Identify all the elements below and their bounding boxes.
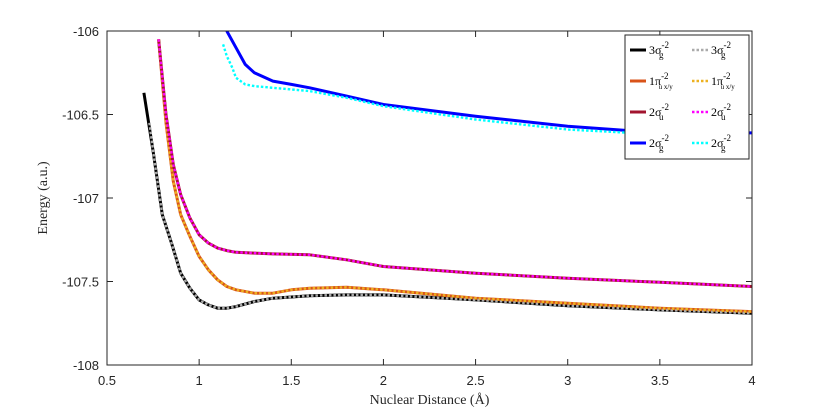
- x-axis-label: Nuclear Distance (Å): [370, 392, 490, 408]
- legend: 3σ-2 g 1π-2 u x/y 2σ-2 u 2σ-2 g 3σ-2 g 1π-2 u x/y 2σ…: [624, 34, 750, 160]
- legend-entry: 3σ-2 g: [711, 40, 731, 60]
- legend-entry: 1π-2 u x/y: [649, 71, 673, 91]
- x-tick-label: 4: [748, 373, 755, 388]
- y-tick-label: -106: [73, 24, 99, 39]
- x-tick-label: 2: [380, 373, 387, 388]
- y-tick-label: -108: [73, 358, 99, 373]
- series-layer: [142, 31, 752, 315]
- legend-entry: 2σ-2 u: [711, 102, 731, 122]
- series-line-4: [148, 122, 752, 315]
- legend-entry: 2σ-2 g: [649, 133, 669, 153]
- y-axis-ticks: -108 -107.5 -107 -106.5 -106: [62, 24, 752, 373]
- y-tick-label: -107: [73, 191, 99, 206]
- x-tick-label: 3: [564, 373, 571, 388]
- legend-box: [624, 34, 750, 160]
- y-tick-label: -106.5: [62, 108, 99, 123]
- x-tick-label: 3.5: [651, 373, 669, 388]
- series-line-6: [157, 39, 752, 288]
- series-line-5: [157, 39, 752, 313]
- y-axis-label: Energy (a.u.): [36, 161, 51, 235]
- legend-entry: 3σ-2 g: [649, 40, 669, 60]
- x-axis-ticks: 0.5 1 1.5 2 2.5 3 3.5 4: [98, 31, 756, 388]
- y-tick-label: -107.5: [62, 275, 99, 290]
- legend-entry: 1π-2 u x/y: [711, 71, 735, 91]
- x-tick-label: 0.5: [98, 373, 116, 388]
- series-line-3: [225, 31, 752, 135]
- legend-entry: 2σ-2 u: [649, 102, 669, 122]
- series-line-7: [221, 44, 660, 136]
- x-tick-label: 2.5: [467, 373, 485, 388]
- x-tick-label: 1: [196, 373, 203, 388]
- legend-entry: 2σ-2 g: [711, 133, 731, 153]
- x-tick-label: 1.5: [282, 373, 300, 388]
